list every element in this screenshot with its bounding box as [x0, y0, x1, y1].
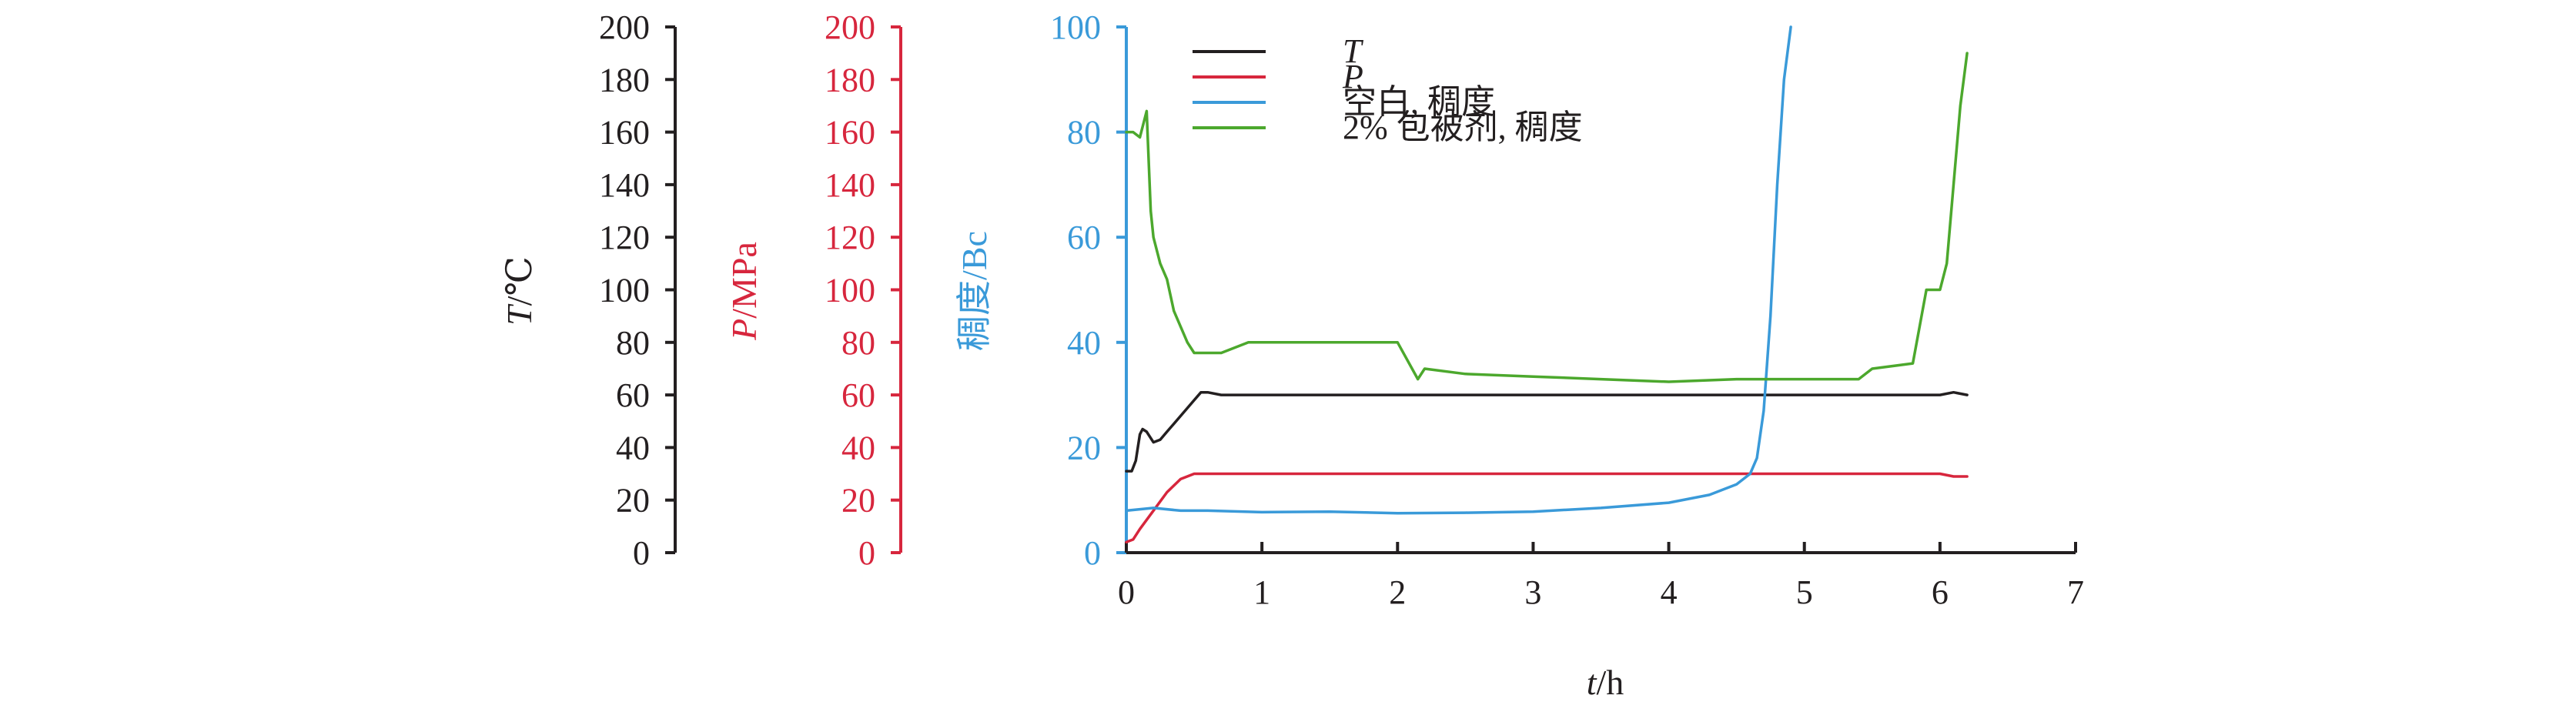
t-axis-tick-label: 200: [599, 8, 650, 46]
t-axis: 0 20 40 60 80 100 120 140 160 180 200: [599, 8, 677, 572]
t-axis-title-symbol: T: [500, 303, 539, 326]
t-axis-title-unit: /℃: [500, 256, 539, 306]
time-axis: 0 1 2 3 4 5 6 7: [1118, 542, 2084, 611]
c-axis-tick-label: 80: [1067, 114, 1101, 152]
time-axis-tick-label: 3: [1524, 573, 1541, 611]
p-axis: 0 20 40 60 80 100 120 140 160 180 200: [825, 8, 902, 572]
legend-label-0: T: [1343, 32, 1364, 70]
legend-label-1: P: [1342, 58, 1363, 95]
t-axis-tick-label: 20: [616, 482, 650, 520]
series-line-1: [1125, 472, 1969, 544]
consistency-axis-title: 稠度/Bc: [955, 231, 994, 351]
p-axis-title-symbol: P: [724, 319, 764, 341]
consistency-axis: 0 20 40 60 80 100: [1050, 8, 1128, 572]
p-axis-tick-label: 160: [825, 114, 875, 152]
t-axis-tick-label: 160: [599, 114, 650, 152]
series-line-0: [1125, 390, 1969, 473]
p-axis-tick-label: 200: [825, 8, 875, 46]
t-axis-title: T/℃: [500, 256, 539, 326]
legend-label-3: 2% 包被剂, 稠度: [1343, 109, 1583, 146]
time-axis-title-symbol: t: [1587, 663, 1597, 702]
p-axis-tick-label: 80: [841, 324, 875, 362]
t-axis-tick-label: 100: [599, 272, 650, 309]
p-axis-tick-label: 20: [841, 482, 875, 520]
legend-label-2: 空白, 稠度: [1343, 83, 1495, 121]
c-axis-tick-label: 40: [1067, 324, 1101, 362]
series-line-3: [1125, 52, 1969, 383]
c-axis-tick-label: 60: [1067, 219, 1101, 256]
time-axis-tick-label: 7: [2067, 573, 2084, 611]
time-axis-title-unit: /h: [1597, 663, 1624, 702]
t-axis-tick-label: 60: [616, 376, 650, 414]
t-axis-tick-label: 80: [616, 324, 650, 362]
p-axis-tick-label: 40: [841, 429, 875, 466]
time-axis-tick-label: 4: [1661, 573, 1678, 611]
t-axis-tick-label: 180: [599, 61, 650, 99]
p-axis-tick-label: 60: [841, 376, 875, 414]
c-axis-tick-label: 100: [1050, 8, 1101, 46]
t-axis-tick-label: 0: [633, 534, 650, 572]
time-axis-title: t/h: [1587, 663, 1624, 702]
t-axis-tick-label: 40: [616, 429, 650, 466]
p-axis-tick-label: 0: [858, 534, 875, 572]
p-axis-tick-label: 140: [825, 166, 875, 204]
p-axis-tick-label: 120: [825, 219, 875, 256]
time-axis-tick-label: 0: [1118, 573, 1135, 611]
time-axis-tick-label: 5: [1796, 573, 1813, 611]
p-axis-tick-label: 100: [825, 272, 875, 309]
p-axis-title: P/MPa: [724, 242, 764, 341]
series-lines: [1125, 25, 1969, 544]
c-axis-tick-label: 20: [1067, 429, 1101, 466]
p-axis-title-unit: /MPa: [724, 242, 764, 319]
consistency-axis-title-text: 稠度/Bc: [955, 231, 994, 351]
time-axis-tick-label: 1: [1253, 573, 1270, 611]
series-line-2: [1125, 25, 1792, 515]
p-axis-tick-label: 180: [825, 61, 875, 99]
c-axis-tick-label: 0: [1084, 534, 1101, 572]
time-axis-tick-label: 2: [1389, 573, 1406, 611]
t-axis-tick-label: 120: [599, 219, 650, 256]
t-axis-tick-label: 140: [599, 166, 650, 204]
time-axis-tick-label: 6: [1932, 573, 1949, 611]
